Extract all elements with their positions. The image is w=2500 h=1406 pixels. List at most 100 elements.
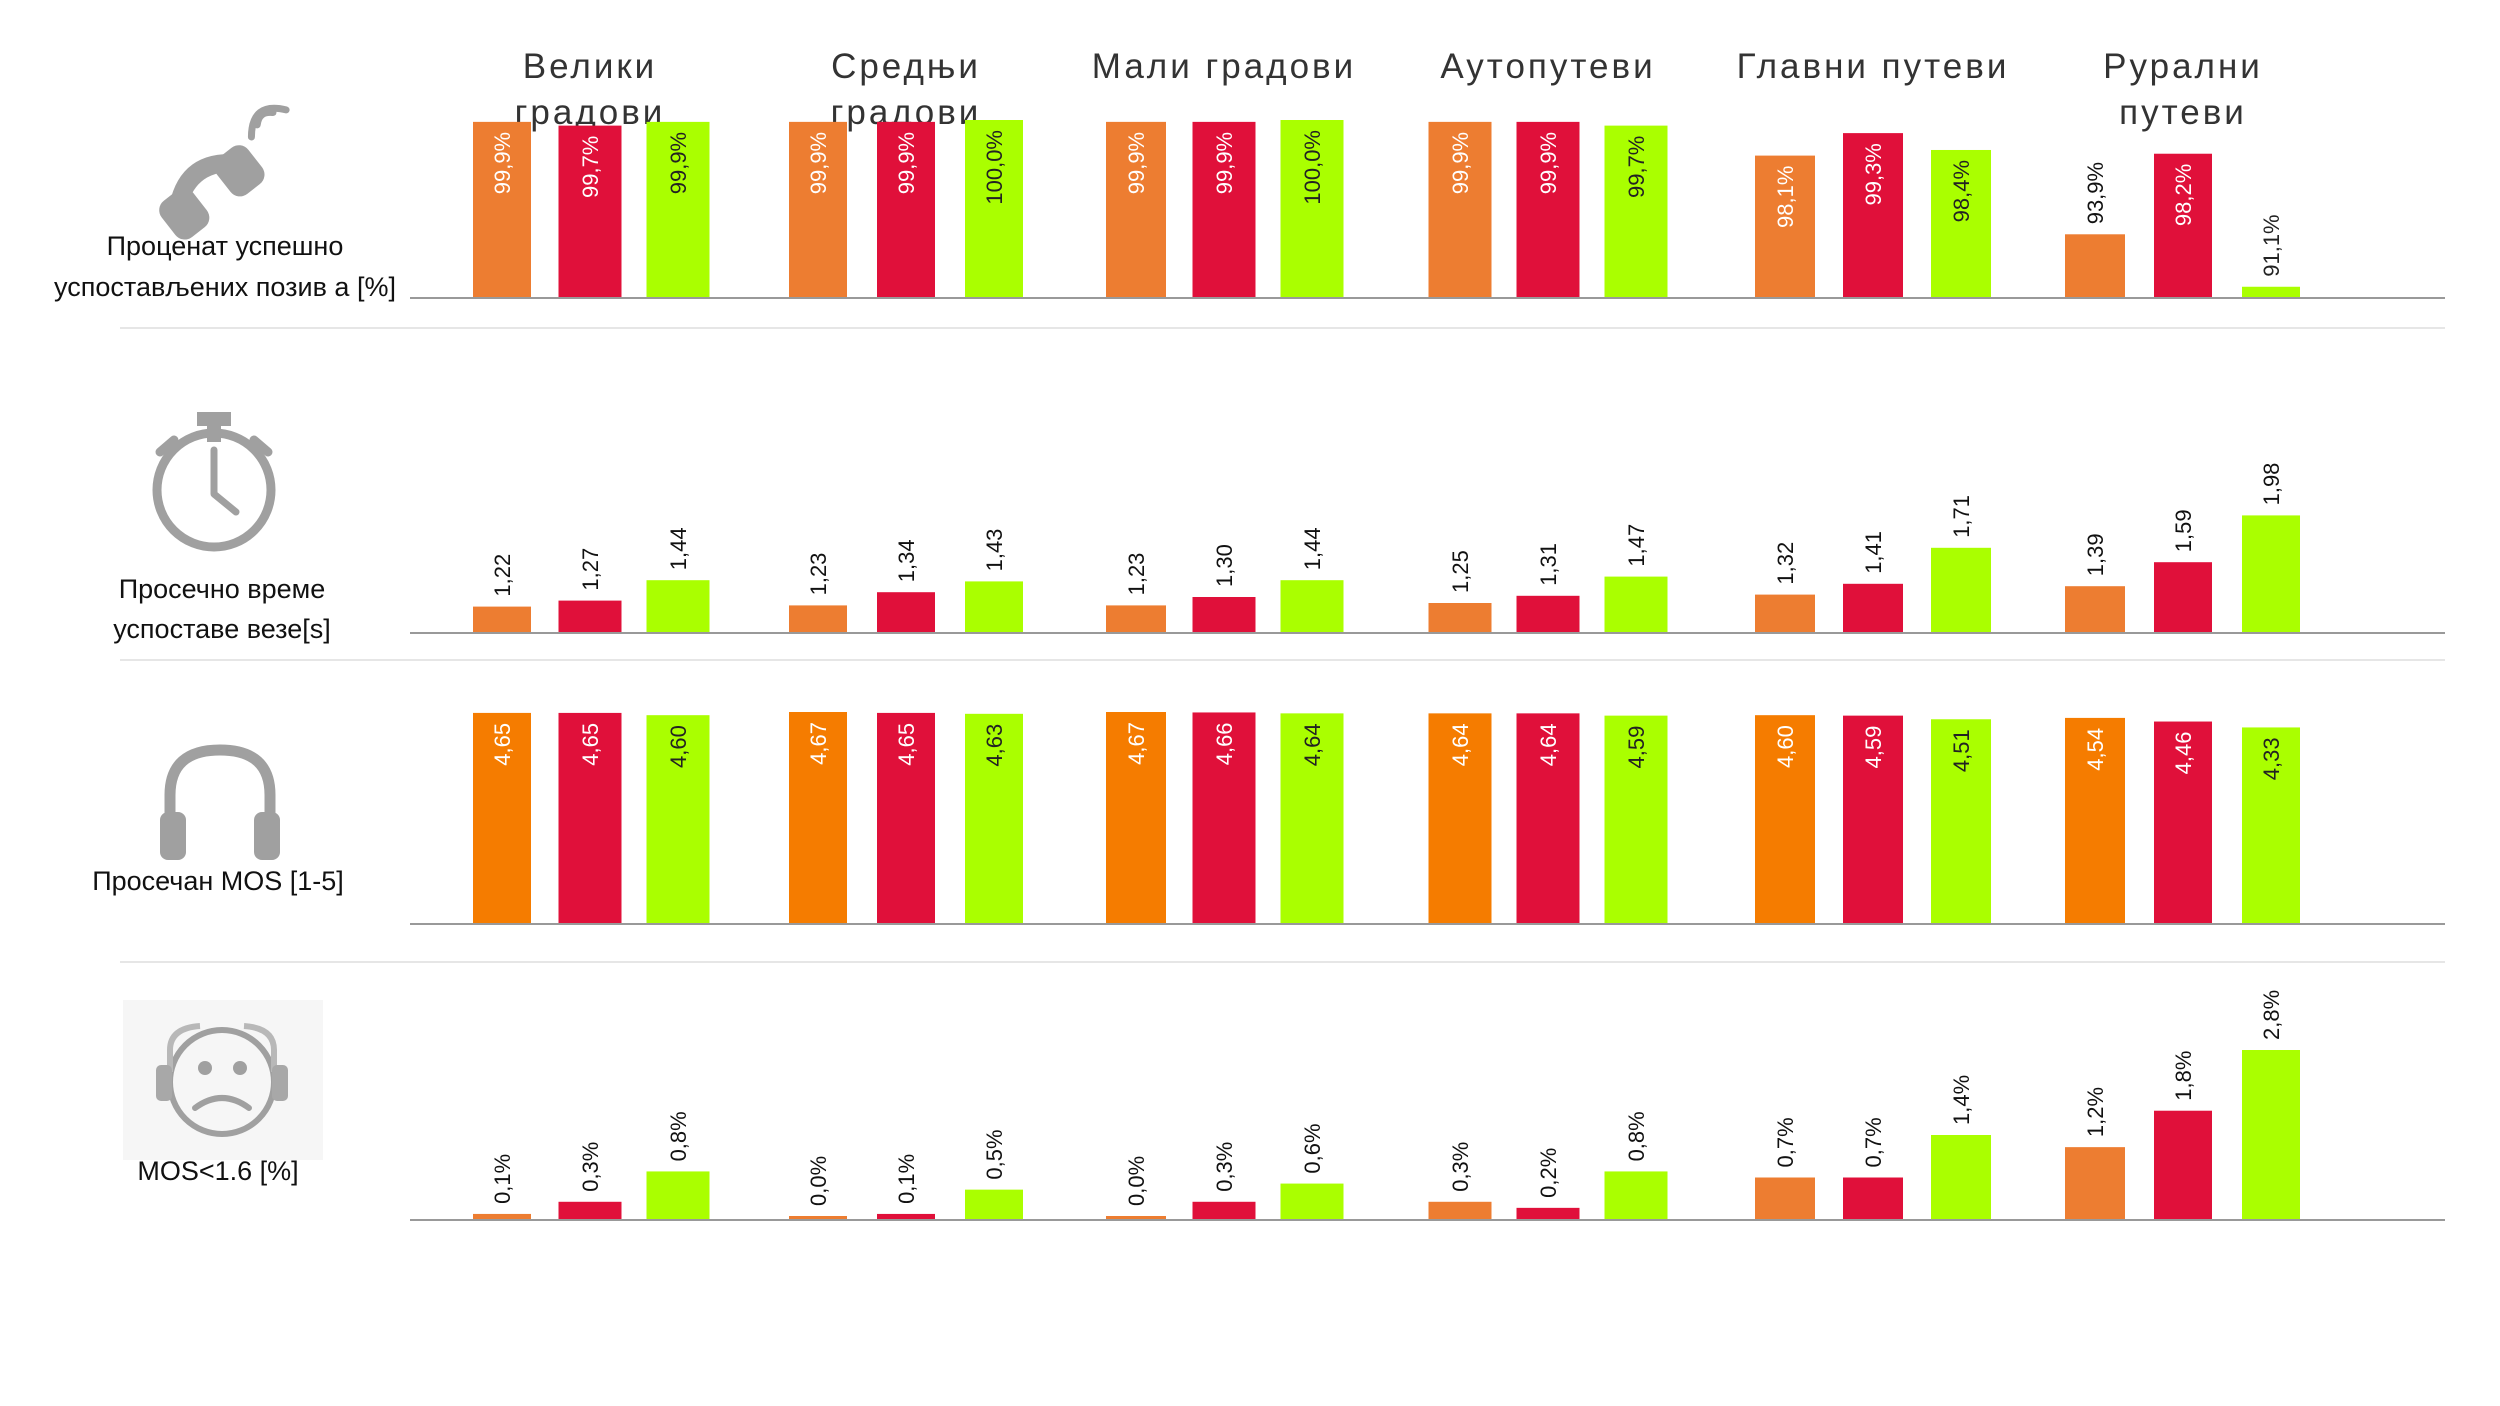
bar	[1516, 121, 1580, 298]
value-label: 2,8%	[2259, 990, 2284, 1040]
bar	[1931, 1135, 1991, 1220]
value-label: 0,1%	[894, 1154, 919, 1204]
value-label: 4,46	[2171, 732, 2196, 775]
value-label: 0,5%	[982, 1129, 1007, 1179]
bar	[1192, 712, 1256, 924]
value-label: 1,32	[1773, 542, 1798, 585]
bar	[1931, 547, 1991, 633]
value-label: 0,7%	[1861, 1117, 1886, 1167]
bar	[1516, 595, 1580, 633]
value-label: 4,63	[982, 724, 1007, 767]
bar	[1428, 603, 1492, 633]
bar	[2154, 562, 2212, 633]
bar	[965, 713, 1023, 924]
bar	[1280, 1183, 1344, 1220]
value-label: 98,1%	[1773, 166, 1798, 228]
bar	[646, 580, 710, 633]
bar	[1280, 713, 1344, 924]
bar	[1604, 576, 1668, 633]
bar	[1604, 715, 1668, 924]
value-label: 0,2%	[1536, 1148, 1561, 1198]
bar	[965, 581, 1023, 633]
bar	[558, 125, 622, 298]
bar	[1755, 594, 1815, 633]
bar	[1843, 715, 1903, 924]
value-label: 4,64	[1300, 723, 1325, 766]
bar	[2065, 1147, 2125, 1220]
bar	[646, 121, 710, 298]
bar	[877, 712, 935, 924]
category-header: Рурални путеви	[2103, 47, 2263, 132]
bar	[558, 712, 622, 924]
bar	[1843, 583, 1903, 633]
value-label: 0,3%	[1212, 1142, 1237, 1192]
value-label: 99,3%	[1861, 143, 1886, 205]
bar	[2242, 727, 2300, 924]
bar	[2154, 1110, 2212, 1220]
value-label: 1,34	[894, 539, 919, 582]
value-label: 91,1%	[2259, 214, 2284, 276]
bar	[2154, 721, 2212, 924]
bar	[965, 120, 1023, 298]
value-label: 1,71	[1949, 495, 1974, 538]
bar	[1516, 713, 1580, 924]
value-label: 1,31	[1536, 543, 1561, 586]
value-label: 4,65	[894, 723, 919, 766]
value-label: 4,64	[1536, 723, 1561, 766]
bar	[1755, 715, 1815, 924]
category-header: Велики градови	[515, 47, 666, 132]
value-label: 1,44	[666, 527, 691, 570]
value-label: 4,59	[1624, 726, 1649, 769]
value-label: 99,9%	[894, 132, 919, 194]
bar	[1931, 719, 1991, 924]
bar	[1280, 580, 1344, 633]
value-label: 1,23	[1124, 553, 1149, 596]
bar	[1931, 149, 1991, 298]
bar	[1192, 1201, 1256, 1220]
sad-face-headphones-icon	[123, 1000, 323, 1160]
bar-panel: 4,65 4,67 4,67 4,64 4,60 4,54 4,65 4,65 4,66 4,64…	[410, 712, 2445, 925]
bar	[1106, 121, 1166, 298]
bar	[2242, 286, 2300, 298]
value-label: 4,59	[1861, 726, 1886, 769]
value-label: 0,0%	[806, 1156, 831, 1206]
bar	[789, 605, 847, 633]
phone-icon	[159, 104, 290, 240]
bar	[2242, 515, 2300, 633]
bar-panel: 99,9% 99,9% 99,9% 99,9% 98,1% 93,9% 99,7% 99,9%…	[410, 120, 2445, 299]
metric-label: Просечно време	[119, 574, 326, 604]
bar	[473, 606, 531, 633]
bar	[789, 121, 847, 298]
bar	[1280, 120, 1344, 298]
bar	[1604, 125, 1668, 298]
bar-panel: 1,22 1,23 1,23 1,25 1,32 1,39 1,27 1,34 1,30 1,31…	[410, 463, 2445, 634]
bar	[646, 1171, 710, 1220]
value-label: 100,0%	[1300, 130, 1325, 205]
bar	[1192, 121, 1256, 298]
value-label: 1,27	[578, 548, 603, 591]
value-label: 1,41	[1861, 531, 1886, 574]
metric-labels: Проценат успешно успостављених позив а [%…	[54, 231, 396, 1186]
bar	[877, 121, 935, 298]
value-label: 1,47	[1624, 524, 1649, 567]
bar	[1428, 1201, 1492, 1220]
value-label: 4,64	[1448, 723, 1473, 766]
bar	[473, 712, 531, 924]
value-label: 4,54	[2083, 728, 2108, 771]
bar	[473, 1213, 531, 1220]
metric-label: успоставе везе[s]	[113, 614, 331, 644]
bar-panel: 0,1% 0,0% 0,0% 0,3% 0,7% 1,2% 0,3% 0,1% 0,3% 0,2%…	[410, 990, 2445, 1221]
value-label: 4,65	[578, 723, 603, 766]
value-label: 99,9%	[1448, 132, 1473, 194]
bar	[473, 121, 531, 298]
value-label: 0,8%	[666, 1111, 691, 1161]
metric-label: Проценат успешно	[107, 231, 344, 261]
value-label: 0,3%	[1448, 1142, 1473, 1192]
value-label: 4,33	[2259, 737, 2284, 780]
value-label: 1,8%	[2171, 1051, 2196, 1101]
category-header: Аутопутеви	[1440, 47, 1655, 86]
value-label: 99,7%	[578, 136, 603, 198]
value-label: 93,9%	[2083, 162, 2108, 224]
bar	[877, 1213, 935, 1220]
bar	[2065, 586, 2125, 633]
